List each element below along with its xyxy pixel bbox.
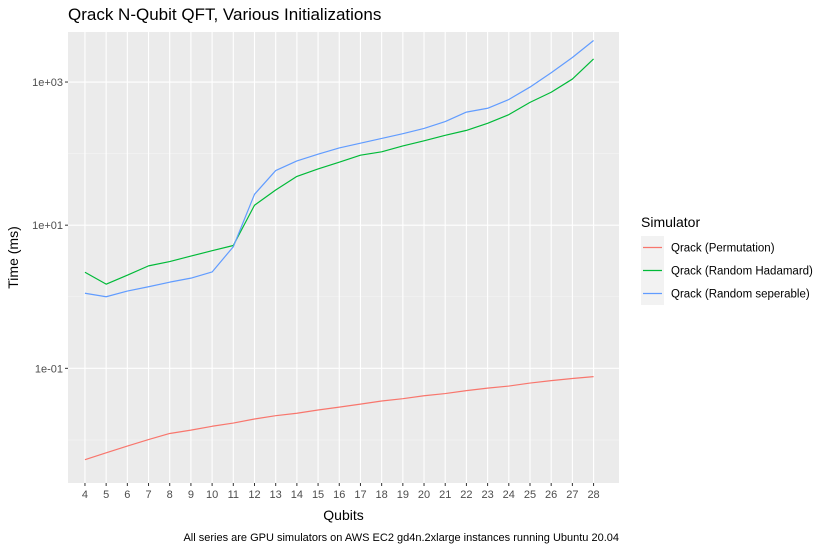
x-tick-label: 27 [566,489,578,501]
x-tick-label: 8 [167,489,173,501]
x-axis-title: Qubits [323,507,363,523]
x-tick-label: 11 [228,489,239,501]
x-tick-label: 26 [545,489,557,501]
x-tick-label: 15 [312,489,324,501]
series-lines [84,40,594,461]
legend-title: Simulator [641,214,700,230]
x-tick-label: 25 [524,489,536,501]
grid-minor [68,153,619,441]
plot-area [68,32,619,483]
y-axis: 1e-01 1e+01 1e+03 [32,77,68,375]
series-line-3 [84,40,594,298]
x-tick-label: 12 [248,489,260,501]
x-tick-label: 9 [188,489,194,501]
x-tick-label: 20 [418,489,430,501]
x-tick-label: 23 [481,489,493,501]
legend-label: Qrack (Random Hadamard) [671,266,813,278]
x-tick-label: 24 [503,489,515,501]
y-axis-title: Time (ms) [5,226,21,288]
x-tick-label: 6 [124,489,130,501]
x-tick-label: 5 [103,489,109,501]
series-line-1 [84,376,594,461]
x-tick-label: 10 [206,489,218,501]
x-tick-label: 13 [270,489,282,501]
y-tick-label: 1e+01 [32,220,63,232]
x-tick-label: 28 [587,489,599,501]
y-tick-label: 1e+03 [32,77,63,89]
chart-title: Qrack N-Qubit QFT, Various Initializatio… [68,5,381,24]
x-tick-label: 22 [460,489,472,501]
legend-label: Qrack (Permutation) [671,243,775,255]
legend-label: Qrack (Random seperable) [671,289,810,301]
grid-major [68,32,619,483]
x-axis: 4 5 6 7 8 9 10 11 12 13 14 15 16 17 18 19 20 21 22 23 24 25 26… [82,483,600,501]
x-tick-label: 18 [376,489,388,501]
x-tick-label: 19 [397,489,409,501]
y-tick-label: 1e-01 [35,363,63,375]
caption: All series are GPU simulators on AWS EC2… [183,532,619,544]
x-tick-label: 14 [291,489,303,501]
x-tick-label: 16 [333,489,345,501]
x-tick-label: 7 [145,489,151,501]
plot-panel [68,32,619,483]
legend: Simulator Qrack (Permutation) Qrack (Rand… [641,214,813,305]
series-line-2 [84,58,594,285]
x-tick-label: 17 [354,489,366,501]
x-tick-label: 4 [82,489,88,501]
x-tick-label: 21 [439,489,451,501]
